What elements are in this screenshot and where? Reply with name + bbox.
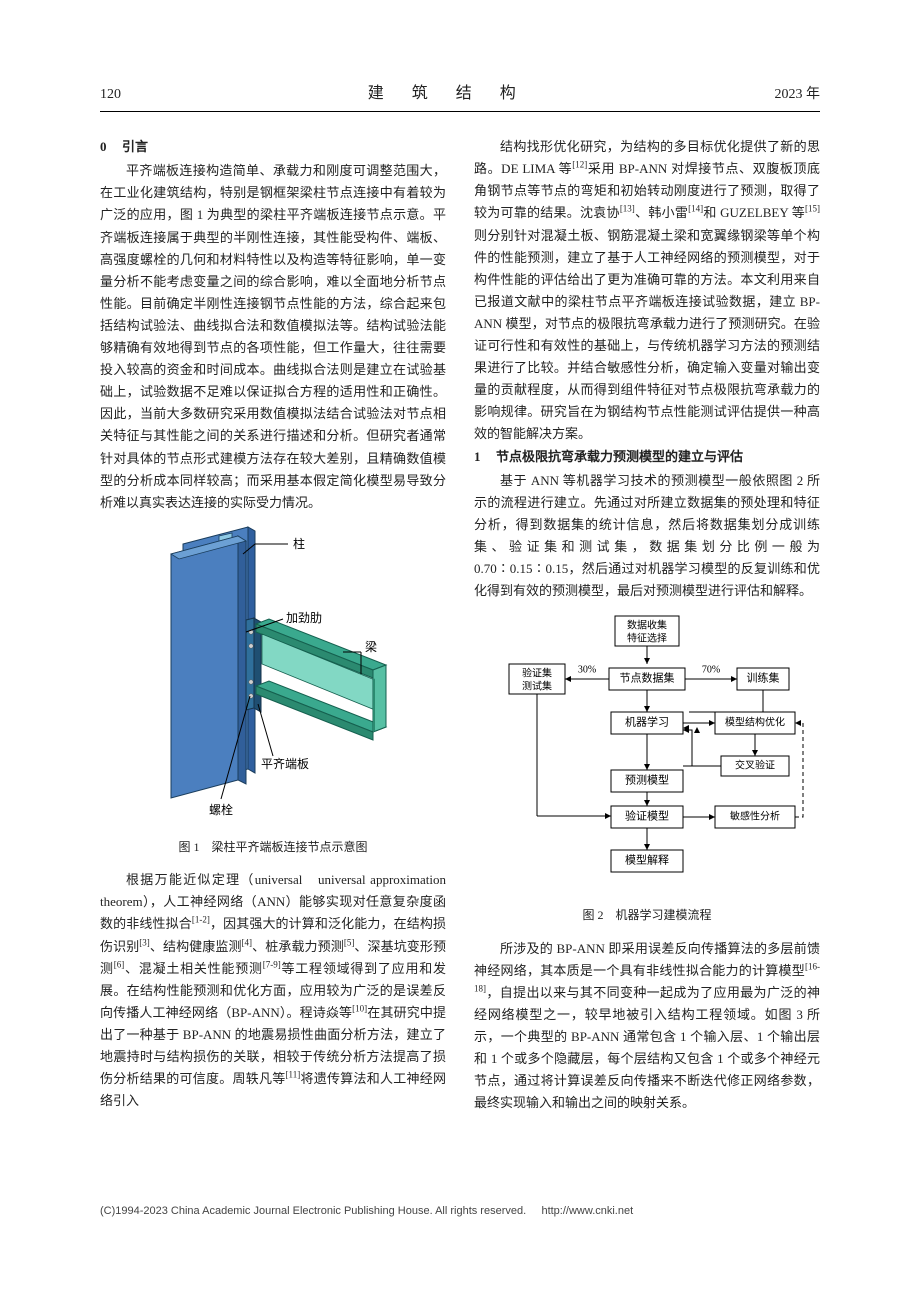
fc-pred-model: 预测模型 <box>625 773 669 787</box>
fc-data-collect-l1: 数据收集 <box>627 618 667 631</box>
section-1-para-1: 基于 ANN 等机器学习技术的预测模型一般依照图 2 所示的流程进行建立。先通过… <box>474 470 820 603</box>
citation: [11] <box>286 1070 301 1080</box>
fig1-label-bolt: 螺栓 <box>209 802 233 817</box>
figure-2-caption: 图 2 机器学习建模流程 <box>474 905 820 925</box>
fc-node-dataset: 节点数据集 <box>620 671 675 685</box>
citation: [13] <box>620 204 635 214</box>
section-0-para-1: 平齐端板连接构造简单、承载力和刚度可调整范围大，在工业化建筑结构，特别是钢框架梁… <box>100 160 446 514</box>
section-0-number: 0 <box>100 136 122 158</box>
two-column-body: 0引言 平齐端板连接构造简单、承载力和刚度可调整范围大，在工业化建筑结构，特别是… <box>100 136 820 1114</box>
section-0-title: 0引言 <box>100 136 446 158</box>
figure-1-svg: 柱 加劲肋 梁 平齐端板 螺栓 <box>143 524 403 824</box>
fig1-label-endplate: 平齐端板 <box>261 756 309 771</box>
col2-para-2: 所涉及的 BP-ANN 即采用误差反向传播算法的多层前馈神经网络，其本质是一个具… <box>474 938 820 1115</box>
fc-valtest-l2: 测试集 <box>522 679 552 692</box>
section-1-heading: 节点极限抗弯承载力预测模型的建立与评估 <box>496 449 743 464</box>
citation: [5] <box>344 937 355 947</box>
figure-1: 柱 加劲肋 梁 平齐端板 螺栓 图 1 梁柱平齐端板连接节点示意图 <box>100 524 446 857</box>
footer-url: http://www.cnki.net <box>541 1205 633 1217</box>
citation: [14] <box>688 204 703 214</box>
figure-1-caption: 图 1 梁柱平齐端板连接节点示意图 <box>100 837 446 857</box>
fc-train-set: 训练集 <box>747 671 780 685</box>
journal-title: 建 筑 结 构 <box>368 80 528 107</box>
figure-2-svg: 数据收集 特征选择 验证集 测试集 节点数据集 训练集 30% 70% <box>487 612 807 892</box>
section-1-title: 1节点极限抗弯承载力预测模型的建立与评估 <box>474 446 820 468</box>
citation: [12] <box>572 160 587 170</box>
citation: [3] <box>139 937 150 947</box>
running-header: 120 建 筑 结 构 2023 年 <box>100 80 820 112</box>
fig1-label-column: 柱 <box>293 536 305 551</box>
fc-interpret: 模型解释 <box>625 853 669 867</box>
fc-struct-opt: 模型结构优化 <box>725 715 785 728</box>
page-footer: (C)1994-2023 China Academic Journal Elec… <box>0 1202 920 1235</box>
fc-val-model: 验证模型 <box>625 809 669 823</box>
fc-pct70: 70% <box>702 664 720 675</box>
fig1-label-stiffener: 加劲肋 <box>286 610 322 625</box>
fc-ml: 机器学习 <box>625 715 669 729</box>
section-1-number: 1 <box>474 446 496 468</box>
footer-copyright: (C)1994-2023 China Academic Journal Elec… <box>100 1205 526 1217</box>
page-number: 120 <box>100 83 121 107</box>
fc-data-collect-l2: 特征选择 <box>627 631 667 644</box>
col2-para-1: 结构找形优化研究，为结构的多目标优化提供了新的思路。DE LIMA 等[12]采… <box>474 136 820 445</box>
fc-pct30: 30% <box>578 664 596 675</box>
citation: [7-9] <box>263 959 281 969</box>
section-0-heading: 引言 <box>122 139 148 154</box>
citation: [4] <box>242 937 253 947</box>
fc-sens: 敏感性分析 <box>730 809 780 822</box>
year: 2023 年 <box>774 83 820 107</box>
citation: [1-2] <box>192 915 210 925</box>
para-after-fig1: 根据万能近似定理（universal universal approximati… <box>100 869 446 1112</box>
fc-valtest-l1: 验证集 <box>522 666 552 679</box>
figure-2: 数据收集 特征选择 验证集 测试集 节点数据集 训练集 30% 70% <box>474 612 820 925</box>
citation: [6] <box>114 959 125 969</box>
citation: [10] <box>352 1004 367 1014</box>
fc-cross-val: 交叉验证 <box>735 758 775 771</box>
citation: [15] <box>805 204 820 214</box>
fig1-label-beam: 梁 <box>365 639 377 654</box>
